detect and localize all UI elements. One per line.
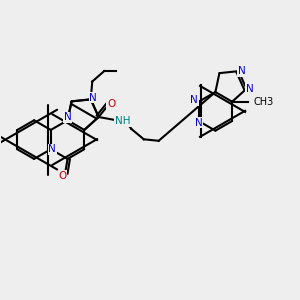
Text: N: N — [238, 66, 245, 76]
Text: O: O — [107, 99, 115, 109]
Text: N: N — [246, 84, 253, 94]
Text: CH3: CH3 — [254, 97, 274, 107]
Text: NH: NH — [115, 116, 130, 127]
Text: O: O — [59, 171, 67, 181]
Text: N: N — [190, 95, 198, 105]
Text: N: N — [64, 112, 71, 122]
Text: N: N — [89, 93, 97, 103]
Text: N: N — [195, 118, 203, 128]
Text: N: N — [48, 144, 56, 154]
